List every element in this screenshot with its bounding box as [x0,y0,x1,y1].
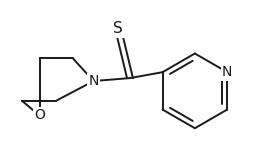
Text: N: N [222,65,232,79]
Text: N: N [88,74,99,88]
Text: S: S [113,21,123,36]
Text: O: O [34,108,45,123]
